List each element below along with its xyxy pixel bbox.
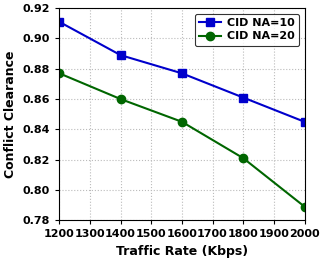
CID NA=20 xyxy=(241,157,245,160)
CID NA=20 xyxy=(303,205,307,208)
Line: CID NA=20: CID NA=20 xyxy=(55,69,309,211)
CID NA=10 xyxy=(57,20,61,23)
CID NA=10 xyxy=(303,120,307,123)
CID NA=20 xyxy=(57,72,61,75)
CID NA=10 xyxy=(241,96,245,99)
CID NA=20 xyxy=(119,97,122,101)
X-axis label: Traffic Rate (Kbps): Traffic Rate (Kbps) xyxy=(116,245,248,258)
CID NA=10 xyxy=(180,72,184,75)
CID NA=20 xyxy=(180,120,184,123)
Y-axis label: Conflict Clearance: Conflict Clearance xyxy=(4,51,17,178)
CID NA=10 xyxy=(119,53,122,57)
Line: CID NA=10: CID NA=10 xyxy=(55,18,309,126)
Legend: CID NA=10, CID NA=20: CID NA=10, CID NA=20 xyxy=(194,14,299,46)
